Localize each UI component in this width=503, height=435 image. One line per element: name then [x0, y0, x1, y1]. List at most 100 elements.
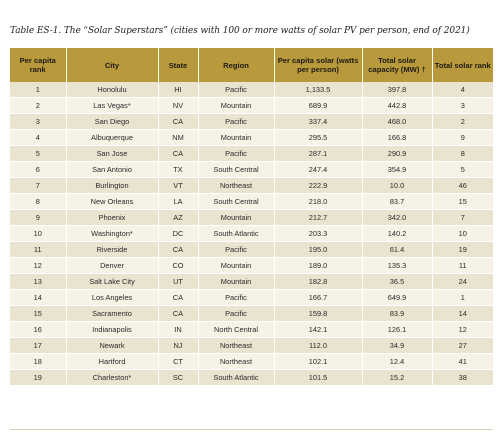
- solar-superstars-table: Per capita rank City State Region Per ca…: [10, 48, 493, 386]
- cell-city: Denver: [66, 257, 159, 274]
- table-row: 8 New Orleans LA South Central 218.0 83.7 15: [10, 193, 493, 210]
- cell-region: Northeast: [198, 177, 275, 194]
- cell-region: South Central: [198, 193, 275, 210]
- cell-total-solar-rank: 9: [432, 129, 493, 146]
- cell-total-solar-capacity: 15.2: [362, 369, 433, 386]
- cell-state: CO: [158, 257, 199, 274]
- cell-total-solar-capacity: 83.7: [362, 193, 433, 210]
- table-row: 16 Indianapolis IN North Central 142.1 126.1 1…: [10, 321, 493, 338]
- cell-per-capita-solar: 159.8: [274, 305, 363, 322]
- cell-per-capita-solar: 337.4: [274, 113, 363, 130]
- cell-city: Los Angeles: [66, 289, 159, 306]
- cell-region: Mountain: [198, 97, 275, 114]
- table-header: Per capita rank City State Region Per ca…: [10, 48, 493, 82]
- cell-per-capita-solar: 1,133.5: [274, 82, 363, 98]
- cell-region: North Central: [198, 321, 275, 338]
- cell-state: NJ: [158, 337, 199, 354]
- cell-region: Pacific: [198, 82, 275, 98]
- cell-state: UT: [158, 273, 199, 290]
- cell-total-solar-capacity: 649.9: [362, 289, 433, 306]
- cell-total-solar-capacity: 468.0: [362, 113, 433, 130]
- cell-per-capita-rank: 9: [10, 209, 67, 226]
- cell-per-capita-rank: 19: [10, 369, 67, 386]
- cell-region: Pacific: [198, 305, 275, 322]
- cell-state: HI: [158, 82, 199, 98]
- cell-total-solar-rank: 5: [432, 161, 493, 178]
- cell-total-solar-rank: 12: [432, 321, 493, 338]
- cell-per-capita-solar: 247.4: [274, 161, 363, 178]
- cell-state: AZ: [158, 209, 199, 226]
- table-row: 7 Burlington VT Northeast 222.9 10.0 46: [10, 177, 493, 194]
- cell-region: Mountain: [198, 209, 275, 226]
- cell-state: LA: [158, 193, 199, 210]
- table-row: 15 Sacramento CA Pacific 159.8 83.9 14: [10, 305, 493, 322]
- cell-city: Salt Lake City: [66, 273, 159, 290]
- cell-total-solar-capacity: 10.0: [362, 177, 433, 194]
- cell-city: Riverside: [66, 241, 159, 258]
- cell-total-solar-capacity: 442.8: [362, 97, 433, 114]
- cell-per-capita-rank: 7: [10, 177, 67, 194]
- cell-per-capita-solar: 203.3: [274, 225, 363, 242]
- cell-per-capita-solar: 142.1: [274, 321, 363, 338]
- cell-per-capita-rank: 5: [10, 145, 67, 162]
- cell-state: TX: [158, 161, 199, 178]
- cell-per-capita-rank: 14: [10, 289, 67, 306]
- cell-per-capita-rank: 8: [10, 193, 67, 210]
- cell-region: Mountain: [198, 257, 275, 274]
- cell-per-capita-solar: 218.0: [274, 193, 363, 210]
- cell-per-capita-rank: 2: [10, 97, 67, 114]
- header-region: Region: [198, 48, 275, 82]
- cell-region: Northeast: [198, 353, 275, 370]
- cell-total-solar-capacity: 83.9: [362, 305, 433, 322]
- cell-per-capita-solar: 102.1: [274, 353, 363, 370]
- cell-total-solar-rank: 46: [432, 177, 493, 194]
- cell-city: Indianapolis: [66, 321, 159, 338]
- cell-per-capita-rank: 3: [10, 113, 67, 130]
- cell-per-capita-solar: 166.7: [274, 289, 363, 306]
- table-row: 17 Newark NJ Northeast 112.0 34.9 27: [10, 337, 493, 354]
- cell-total-solar-rank: 15: [432, 193, 493, 210]
- cell-per-capita-rank: 18: [10, 353, 67, 370]
- header-total-solar-rank: Total solar rank: [432, 48, 493, 82]
- cell-per-capita-solar: 112.0: [274, 337, 363, 354]
- cell-per-capita-solar: 222.9: [274, 177, 363, 194]
- cell-region: Pacific: [198, 241, 275, 258]
- cell-state: NV: [158, 97, 199, 114]
- cell-total-solar-rank: 1: [432, 289, 493, 306]
- cell-per-capita-rank: 12: [10, 257, 67, 274]
- cell-per-capita-solar: 295.5: [274, 129, 363, 146]
- cell-per-capita-rank: 1: [10, 82, 67, 98]
- cell-region: Pacific: [198, 113, 275, 130]
- header-city: City: [66, 48, 159, 82]
- cell-per-capita-rank: 17: [10, 337, 67, 354]
- cell-total-solar-rank: 14: [432, 305, 493, 322]
- cell-region: Pacific: [198, 145, 275, 162]
- table-body: 1 Honolulu HI Pacific 1,133.5 397.8 4 2 Las Vega…: [10, 82, 493, 386]
- table-row: 3 San Diego CA Pacific 337.4 468.0 2: [10, 113, 493, 130]
- cell-per-capita-rank: 11: [10, 241, 67, 258]
- cell-state: SC: [158, 369, 199, 386]
- header-per-capita-rank: Per capita rank: [10, 48, 67, 82]
- cell-state: IN: [158, 321, 199, 338]
- cell-state: CT: [158, 353, 199, 370]
- cell-region: South Atlantic: [198, 369, 275, 386]
- cell-city: San Diego: [66, 113, 159, 130]
- cell-per-capita-solar: 101.5: [274, 369, 363, 386]
- cell-total-solar-capacity: 166.8: [362, 129, 433, 146]
- cell-total-solar-rank: 4: [432, 82, 493, 98]
- cell-total-solar-capacity: 135.3: [362, 257, 433, 274]
- cell-per-capita-rank: 13: [10, 273, 67, 290]
- cell-total-solar-rank: 11: [432, 257, 493, 274]
- cell-per-capita-solar: 189.0: [274, 257, 363, 274]
- header-total-solar-capacity: Total solar capacity (MW) †: [362, 48, 433, 82]
- cell-city: Charleston*: [66, 369, 159, 386]
- cell-total-solar-capacity: 140.2: [362, 225, 433, 242]
- table-row: 10 Washington* DC South Atlantic 203.3 140.2 1…: [10, 225, 493, 242]
- table-row: 11 Riverside CA Pacific 195.0 61.4 19: [10, 241, 493, 258]
- cell-per-capita-rank: 15: [10, 305, 67, 322]
- cell-state: CA: [158, 113, 199, 130]
- header-per-capita-solar: Per capita solar (watts per person): [274, 48, 363, 82]
- table-caption: Table ES-1. The “Solar Superstars” (citi…: [10, 26, 470, 36]
- cell-per-capita-solar: 212.7: [274, 209, 363, 226]
